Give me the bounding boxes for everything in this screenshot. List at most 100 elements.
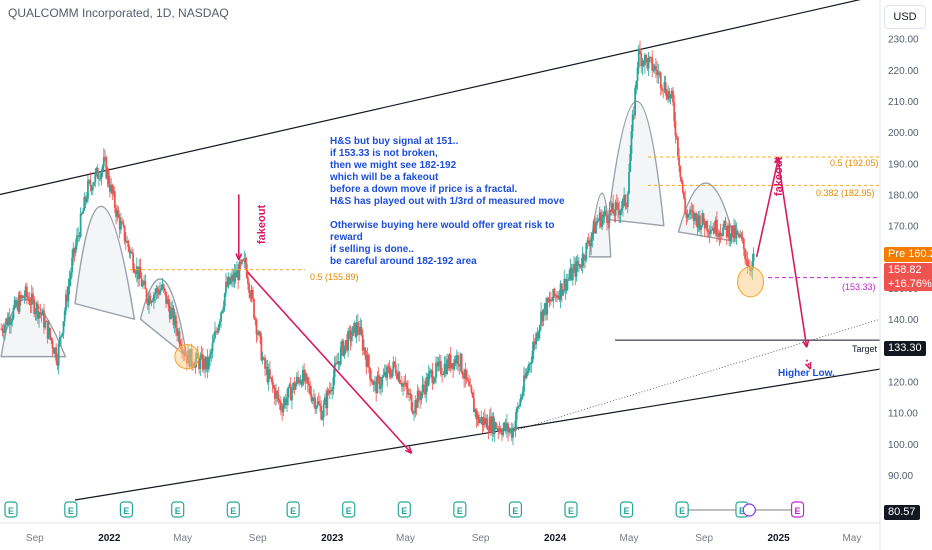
- candle-body: [422, 384, 425, 388]
- candle-body: [451, 363, 453, 369]
- earnings-icon-letter: E: [290, 506, 296, 516]
- candle-body: [138, 266, 141, 280]
- candle-body: [122, 222, 125, 226]
- candle-body: [394, 364, 397, 374]
- candle-body: [76, 235, 78, 245]
- candle-body: [67, 286, 70, 302]
- candle-body: [105, 157, 108, 179]
- candle-body: [319, 403, 321, 407]
- candle-body: [444, 363, 447, 375]
- highlight-circle-1: [174, 344, 200, 370]
- candle-body: [79, 213, 82, 237]
- candle-body: [443, 363, 446, 375]
- candle-body: [470, 386, 473, 393]
- earnings-icon: [64, 501, 78, 518]
- candle-body: [293, 382, 296, 390]
- candle-body: [427, 373, 430, 386]
- candle-body: [144, 280, 147, 290]
- x-tick-label: 2024: [544, 533, 567, 544]
- candle-body: [674, 121, 677, 136]
- candle-body: [277, 394, 280, 401]
- candle-body: [487, 429, 490, 432]
- pattern-arc: [607, 100, 665, 227]
- candle-body: [518, 405, 520, 407]
- candle-body: [717, 235, 720, 237]
- candle-body: [698, 215, 701, 230]
- candle-body: [354, 322, 357, 337]
- candle-body: [273, 387, 276, 399]
- candle-body: [366, 354, 369, 367]
- candle-body: [111, 184, 114, 194]
- candle-body: [344, 340, 347, 346]
- candle-body: [322, 404, 325, 418]
- candle-body: [690, 209, 693, 212]
- candle-body: [128, 247, 131, 254]
- candle-body: [143, 280, 146, 284]
- x-tick-label: 2023: [321, 533, 344, 544]
- candle-body: [199, 357, 202, 369]
- candle-body: [6, 318, 9, 325]
- candle-body: [752, 253, 755, 262]
- candle-body: [697, 215, 700, 228]
- earnings-icon-letter: E: [401, 506, 407, 516]
- candle-body: [85, 199, 88, 202]
- candle-body: [708, 231, 711, 234]
- candle-body: [283, 398, 286, 405]
- earnings-icon: [508, 501, 523, 518]
- currency-button[interactable]: USD: [884, 5, 926, 29]
- candle-body: [716, 219, 718, 236]
- candle-body: [576, 261, 579, 266]
- candle-body: [670, 90, 673, 95]
- candle-body: [432, 381, 435, 384]
- candle-body: [269, 369, 271, 378]
- candle-body: [109, 184, 111, 192]
- last-change: +16.76%: [888, 278, 932, 290]
- candle-body: [90, 186, 93, 191]
- candle-body: [497, 428, 500, 431]
- candle-body: [102, 157, 105, 167]
- candle-body: [337, 361, 340, 365]
- candle-body: [541, 311, 544, 322]
- candle-body: [264, 358, 266, 369]
- candle-body: [608, 209, 611, 224]
- candle-body: [294, 384, 297, 390]
- channel-upper-line: [0, 0, 861, 196]
- candle-body: [249, 292, 252, 298]
- candle-body: [159, 289, 161, 295]
- up-arrow-2: [755, 156, 780, 258]
- candle-body: [347, 331, 349, 351]
- candle-body: [598, 212, 601, 221]
- candle-body: [236, 270, 238, 278]
- candle-body: [38, 311, 40, 319]
- y-tick-label: 230.00: [888, 35, 919, 46]
- candle-body: [312, 397, 315, 399]
- candle-body: [134, 272, 137, 275]
- candle-body: [512, 428, 514, 438]
- candle-body: [19, 295, 22, 299]
- candle-body: [17, 300, 20, 312]
- candle-body: [582, 254, 585, 261]
- candle-body: [625, 206, 628, 208]
- candle-body: [46, 321, 49, 339]
- candle-body: [509, 428, 512, 431]
- candle-body: [483, 417, 486, 425]
- candle-body: [680, 177, 683, 183]
- earnings-icon: [453, 501, 467, 518]
- candle-body: [648, 56, 651, 58]
- candle-body: [212, 338, 215, 343]
- candle-body: [433, 377, 436, 382]
- candle-body: [238, 261, 241, 281]
- candle-body: [642, 60, 645, 66]
- candle-body: [603, 210, 606, 216]
- candle-body: [739, 234, 742, 238]
- candle-body: [14, 300, 17, 307]
- pre-tag: Pre 160.22: [884, 247, 932, 262]
- down-arrow-2: [777, 163, 808, 348]
- candle-body: [667, 90, 669, 100]
- candle-body: [684, 198, 687, 214]
- candle-body: [503, 422, 506, 429]
- candle-body: [256, 334, 259, 335]
- last-price-tag: 158.82 +16.76%: [884, 263, 932, 291]
- candle-body: [0, 328, 3, 330]
